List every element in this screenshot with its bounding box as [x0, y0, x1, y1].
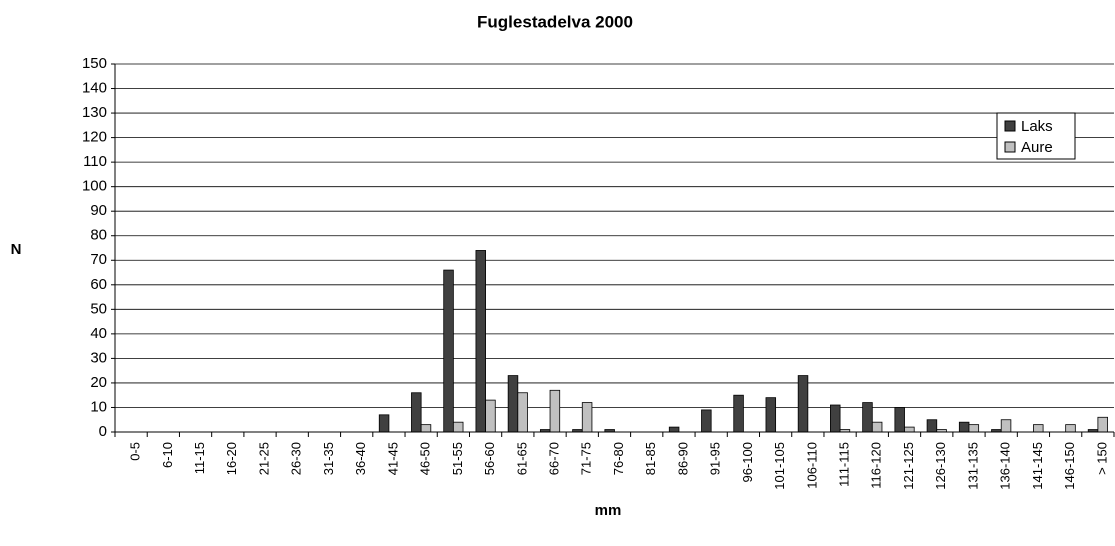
- x-tick-label: 46-50: [418, 442, 433, 475]
- legend-swatch: [1004, 120, 1016, 132]
- y-tick-label: 50: [90, 300, 107, 317]
- y-tick-label: 140: [82, 80, 107, 97]
- bar: [475, 250, 486, 433]
- x-tick-label: 0-5: [128, 442, 143, 461]
- y-tick-label: 110: [83, 153, 107, 170]
- bar: [968, 424, 980, 433]
- bar: [904, 426, 915, 433]
- bar: [765, 397, 777, 433]
- y-axis-label: N: [11, 241, 22, 258]
- x-tick-label: 81-85: [643, 442, 658, 475]
- chart-title: Fuglestadelva 2000: [477, 12, 633, 31]
- x-tick-label: 121-125: [901, 442, 916, 490]
- bar: [378, 414, 390, 433]
- bar: [443, 269, 454, 433]
- bar: [797, 375, 809, 433]
- y-tick-label: 30: [90, 349, 107, 366]
- bar: [668, 426, 680, 433]
- bar: [958, 421, 970, 433]
- bar: [517, 392, 528, 433]
- y-tick-label: 100: [82, 178, 107, 195]
- x-tick-label: 26-30: [289, 442, 304, 475]
- x-axis-label: mm: [595, 502, 622, 519]
- x-tick-label: 36-40: [353, 442, 368, 475]
- y-tick-label: 10: [90, 398, 107, 415]
- y-tick-label: 40: [90, 325, 107, 342]
- bar: [871, 421, 883, 433]
- bar: [926, 419, 938, 433]
- x-tick-label: 61-65: [514, 442, 529, 475]
- x-tick-label: 71-75: [579, 442, 594, 475]
- bar: [1097, 416, 1108, 433]
- bar: [420, 424, 432, 433]
- legend-label: Aure: [1021, 139, 1053, 156]
- bar: [1000, 419, 1012, 433]
- x-tick-label: 16-20: [224, 442, 239, 475]
- x-tick-label: 141-145: [1030, 442, 1045, 490]
- x-tick-label: > 150: [1094, 442, 1109, 475]
- y-tick-label: 60: [90, 276, 107, 293]
- x-tick-label: 146-150: [1062, 442, 1077, 490]
- x-tick-label: 116-120: [869, 442, 884, 489]
- y-tick-label: 80: [90, 227, 107, 244]
- y-tick-label: 120: [82, 129, 107, 146]
- x-tick-label: 111-115: [837, 442, 852, 487]
- bar: [411, 392, 422, 433]
- legend-swatch: [1004, 141, 1016, 153]
- bar: [1065, 424, 1076, 433]
- x-tick-label: 96-100: [740, 442, 755, 482]
- bar: [862, 402, 873, 433]
- x-tick-label: 41-45: [385, 442, 400, 475]
- bar: [485, 399, 496, 433]
- bar: [894, 407, 905, 433]
- bar: [701, 409, 712, 433]
- x-tick-label: 76-80: [611, 442, 626, 475]
- bar: [452, 421, 464, 433]
- y-tick-label: 0: [99, 423, 107, 440]
- x-tick-label: 51-55: [450, 442, 465, 475]
- y-tick-label: 130: [82, 104, 107, 121]
- x-tick-label: 86-90: [675, 442, 690, 475]
- bar: [1033, 424, 1044, 433]
- y-tick-label: 20: [90, 374, 107, 391]
- x-tick-label: 21-25: [256, 442, 271, 475]
- y-tick-label: 90: [90, 202, 107, 219]
- y-tick-label: 70: [90, 251, 107, 268]
- x-tick-label: 131-135: [965, 442, 980, 490]
- x-tick-label: 126-130: [933, 442, 948, 490]
- bar: [581, 402, 593, 433]
- x-tick-label: 66-70: [546, 442, 561, 475]
- x-tick-label: 136-140: [998, 442, 1013, 490]
- legend-label: Laks: [1021, 118, 1053, 135]
- bar: [507, 375, 519, 433]
- x-tick-label: 106-110: [804, 442, 819, 489]
- x-tick-label: 56-60: [482, 442, 497, 475]
- bar: [549, 389, 561, 433]
- x-tick-label: 101-105: [772, 442, 787, 490]
- x-tick-label: 11-15: [192, 442, 207, 474]
- bar: [830, 404, 841, 433]
- x-tick-label: 91-95: [708, 442, 723, 475]
- x-tick-label: 6-10: [160, 442, 175, 468]
- x-tick-label: 31-35: [321, 442, 336, 475]
- bar: [733, 394, 744, 433]
- y-tick-label: 150: [82, 55, 107, 72]
